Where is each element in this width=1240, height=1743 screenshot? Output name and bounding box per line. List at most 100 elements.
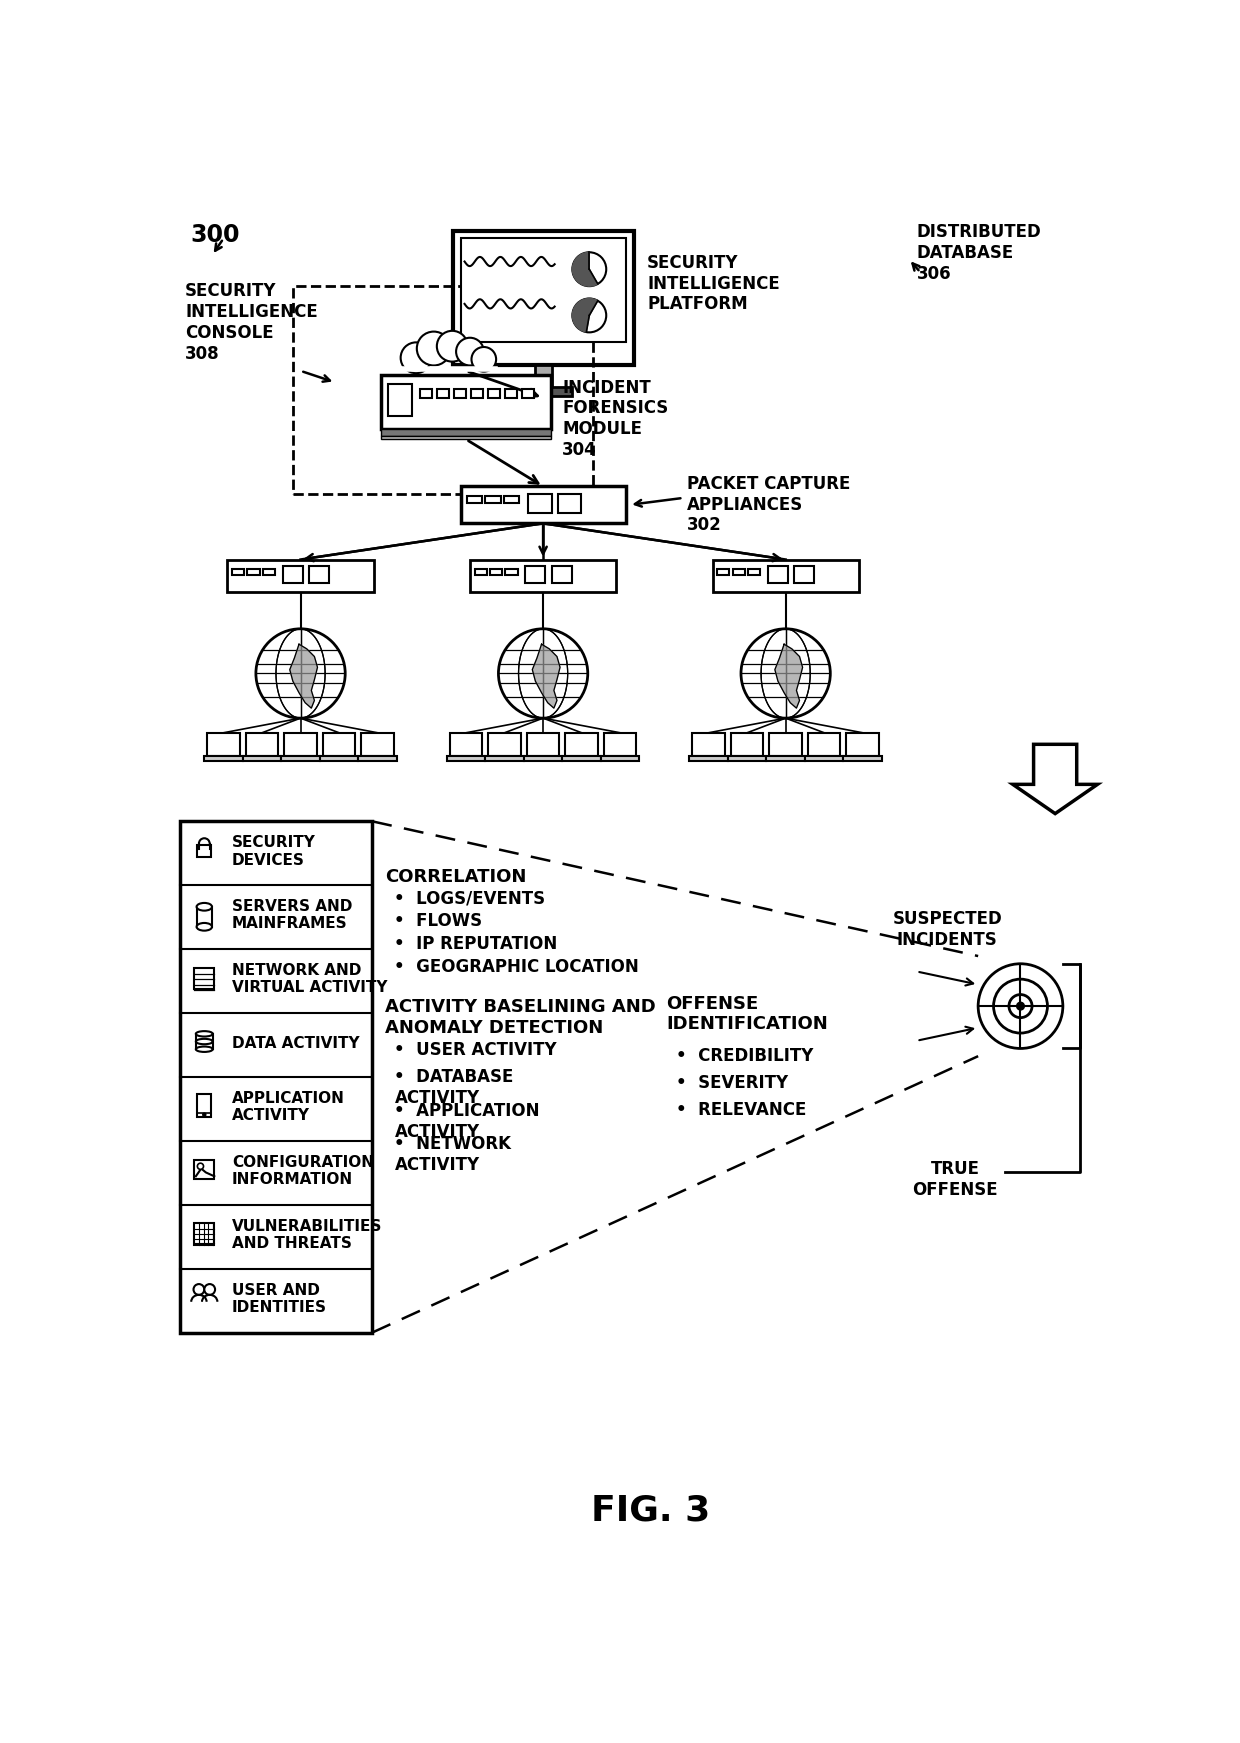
Circle shape xyxy=(1009,995,1032,1018)
Bar xyxy=(717,568,729,575)
Bar xyxy=(248,568,259,575)
Circle shape xyxy=(417,331,450,366)
Bar xyxy=(284,732,316,756)
Circle shape xyxy=(471,347,496,371)
Bar xyxy=(358,756,397,762)
Bar xyxy=(732,732,764,756)
Ellipse shape xyxy=(196,1039,213,1044)
Bar xyxy=(527,732,559,756)
Bar xyxy=(558,493,580,512)
Bar xyxy=(563,756,601,762)
Circle shape xyxy=(978,964,1063,1049)
Bar xyxy=(805,756,843,762)
Text: •  APPLICATION
ACTIVITY: • APPLICATION ACTIVITY xyxy=(394,1102,539,1142)
Bar xyxy=(748,568,760,575)
Bar xyxy=(388,383,412,417)
Bar xyxy=(847,732,879,756)
Wedge shape xyxy=(573,253,598,286)
Circle shape xyxy=(203,1114,206,1116)
Circle shape xyxy=(197,1163,203,1170)
Circle shape xyxy=(205,1285,215,1295)
Bar xyxy=(808,732,841,756)
Polygon shape xyxy=(775,645,802,708)
Bar xyxy=(770,732,802,756)
Bar xyxy=(205,756,243,762)
Bar xyxy=(471,389,484,397)
Circle shape xyxy=(193,1285,205,1295)
Text: OFFENSE
IDENTIFICATION: OFFENSE IDENTIFICATION xyxy=(666,995,828,1034)
Text: ACTIVITY BASELINING AND
ANOMALY DETECTION: ACTIVITY BASELINING AND ANOMALY DETECTIO… xyxy=(386,999,656,1037)
Bar xyxy=(197,906,212,927)
Ellipse shape xyxy=(197,903,212,910)
Text: •  USER ACTIVITY: • USER ACTIVITY xyxy=(394,1041,557,1058)
Bar xyxy=(309,566,329,582)
Bar xyxy=(487,389,500,397)
Bar xyxy=(467,495,482,504)
Ellipse shape xyxy=(196,1032,213,1037)
Bar xyxy=(515,387,573,396)
Bar xyxy=(461,486,626,523)
Wedge shape xyxy=(573,298,598,333)
Bar xyxy=(450,732,482,756)
Text: •  NETWORK
ACTIVITY: • NETWORK ACTIVITY xyxy=(394,1135,511,1175)
Circle shape xyxy=(993,980,1048,1034)
Bar xyxy=(382,436,551,439)
Bar xyxy=(453,230,634,366)
Bar xyxy=(528,493,552,512)
Bar xyxy=(461,239,626,342)
Bar xyxy=(490,568,502,575)
Bar xyxy=(446,756,485,762)
Bar xyxy=(361,732,394,756)
Circle shape xyxy=(401,342,432,373)
Bar xyxy=(601,756,640,762)
Bar xyxy=(320,756,358,762)
Bar xyxy=(733,568,745,575)
Text: PACKET CAPTURE
APPLIANCES
302: PACKET CAPTURE APPLIANCES 302 xyxy=(687,474,851,535)
Bar xyxy=(197,845,211,858)
Text: USER AND
IDENTITIES: USER AND IDENTITIES xyxy=(232,1283,327,1314)
Bar xyxy=(382,429,551,436)
Bar xyxy=(263,568,275,575)
Bar xyxy=(485,495,501,504)
Bar xyxy=(227,560,373,593)
Text: •  LOGS/EVENTS: • LOGS/EVENTS xyxy=(394,889,546,906)
Bar xyxy=(475,568,487,575)
Bar xyxy=(281,756,320,762)
Text: DATA ACTIVITY: DATA ACTIVITY xyxy=(232,1035,360,1051)
Bar xyxy=(382,375,551,429)
Bar xyxy=(552,566,572,582)
Circle shape xyxy=(498,629,588,718)
Ellipse shape xyxy=(196,1046,213,1053)
Bar xyxy=(728,756,766,762)
Bar xyxy=(454,389,466,397)
Text: •  RELEVANCE: • RELEVANCE xyxy=(676,1102,806,1119)
Text: SERVERS AND
MAINFRAMES: SERVERS AND MAINFRAMES xyxy=(232,899,352,931)
Bar xyxy=(293,286,593,493)
Text: CONFIGURATION
INFORMATION: CONFIGURATION INFORMATION xyxy=(232,1154,374,1187)
Bar xyxy=(768,566,787,582)
Text: •  SEVERITY: • SEVERITY xyxy=(676,1074,787,1091)
Bar xyxy=(523,756,563,762)
Text: DISTRIBUTED
DATABASE
306: DISTRIBUTED DATABASE 306 xyxy=(916,223,1042,282)
Circle shape xyxy=(456,338,484,366)
Circle shape xyxy=(573,253,606,286)
Bar xyxy=(689,756,728,762)
Bar xyxy=(197,1095,211,1117)
Text: INCIDENT
FORENSICS
MODULE
304: INCIDENT FORENSICS MODULE 304 xyxy=(563,378,668,458)
Bar xyxy=(195,967,215,990)
Text: •  DATABASE
ACTIVITY: • DATABASE ACTIVITY xyxy=(394,1068,513,1107)
Bar xyxy=(692,732,725,756)
Bar xyxy=(207,732,239,756)
Bar xyxy=(246,732,278,756)
Bar xyxy=(420,389,433,397)
Bar xyxy=(243,756,281,762)
Text: •  CREDIBILITY: • CREDIBILITY xyxy=(676,1048,813,1065)
Bar xyxy=(505,389,517,397)
Bar xyxy=(713,560,859,593)
Bar xyxy=(503,495,520,504)
Text: SECURITY
INTELLIGENCE
CONSOLE
308: SECURITY INTELLIGENCE CONSOLE 308 xyxy=(185,282,317,363)
Circle shape xyxy=(573,298,606,333)
Polygon shape xyxy=(532,645,560,708)
Bar xyxy=(506,568,517,575)
Text: CORRELATION: CORRELATION xyxy=(386,868,527,885)
